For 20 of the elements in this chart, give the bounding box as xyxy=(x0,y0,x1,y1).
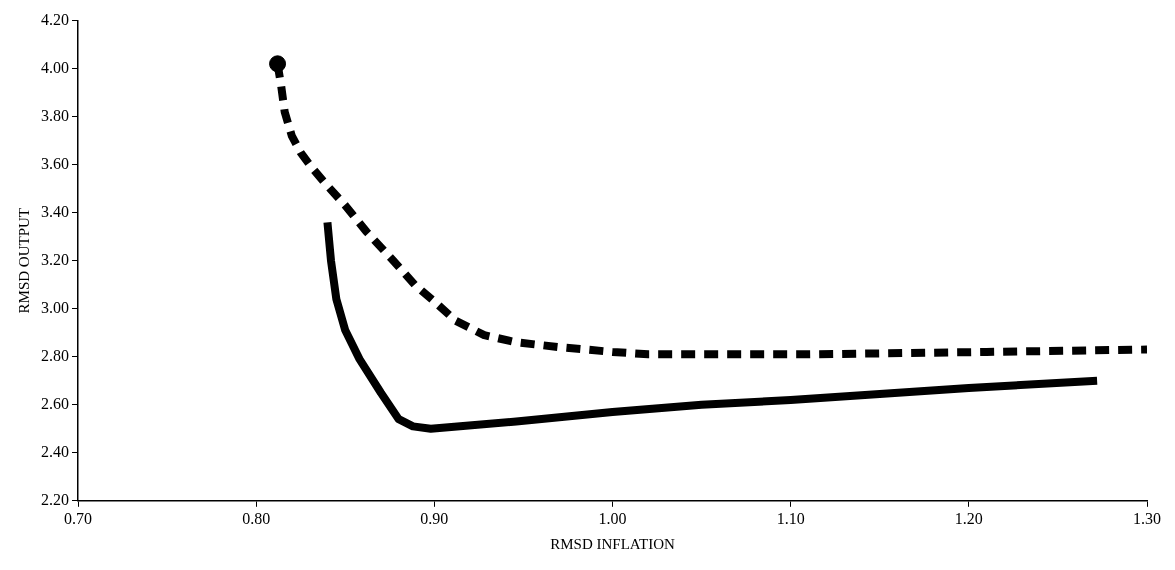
x-tick-label: 0.70 xyxy=(64,509,92,527)
x-axis-title: RMSD INFLATION xyxy=(550,535,675,552)
x-tick-label: 1.10 xyxy=(776,509,805,527)
y-tick-label: 2.40 xyxy=(41,442,69,460)
y-tick-label: 3.20 xyxy=(41,250,69,268)
x-tick-label: 1.00 xyxy=(598,509,627,527)
x-tick-label: 1.30 xyxy=(1133,509,1161,527)
y-tick-label: 3.00 xyxy=(41,298,69,316)
y-tick-label: 2.20 xyxy=(41,491,69,508)
y-axis-title: RMSD OUTPUT xyxy=(15,207,32,314)
y-tick-label: 4.00 xyxy=(41,58,69,76)
y-tick-label: 3.60 xyxy=(41,154,69,172)
y-tick-label: 4.20 xyxy=(41,10,69,28)
y-tick-label: 2.80 xyxy=(41,346,69,364)
y-tick-label: 3.40 xyxy=(41,202,69,220)
y-tick-label: 2.60 xyxy=(41,394,69,412)
x-tick-label: 0.80 xyxy=(242,509,271,527)
x-tick-label: 1.20 xyxy=(954,509,983,527)
x-tick-label: 0.90 xyxy=(420,509,449,527)
y-tick-label: 3.80 xyxy=(41,106,69,124)
